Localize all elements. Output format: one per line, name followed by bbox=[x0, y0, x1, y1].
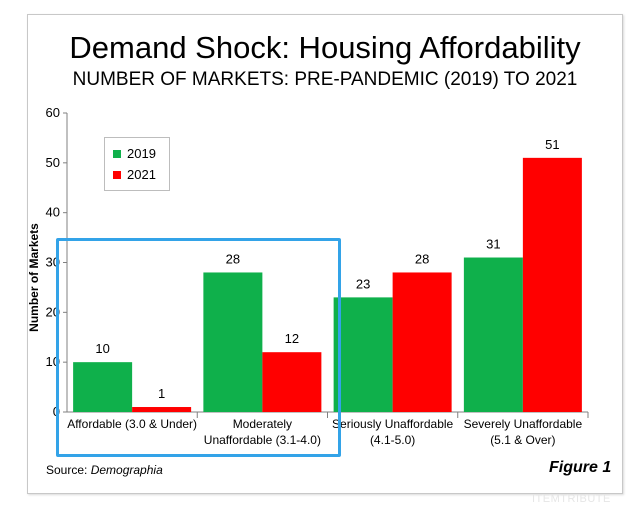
bar-2021-0 bbox=[132, 407, 192, 412]
bar-2019-3 bbox=[463, 257, 523, 412]
legend-item-2019: 2019 bbox=[113, 146, 156, 161]
y-axis-label: Number of Markets bbox=[27, 223, 41, 332]
x-tick-label: (4.1-5.0) bbox=[370, 433, 415, 447]
bar-2021-3 bbox=[522, 157, 582, 412]
watermark: ITEMTRIBUTE bbox=[532, 493, 611, 505]
legend-swatch-2019 bbox=[113, 149, 121, 158]
x-tick-label: Moderately bbox=[233, 417, 292, 431]
source-name: Demographia bbox=[90, 463, 163, 477]
y-tick-label: 60 bbox=[46, 105, 60, 120]
source-note: Source: Demographia bbox=[46, 463, 163, 477]
x-tick-label: Affordable (3.0 & Under) bbox=[67, 417, 197, 431]
x-tick-label: (5.1 & Over) bbox=[490, 433, 555, 447]
chart-legend: 2019 2021 bbox=[104, 137, 170, 191]
legend-item-2021: 2021 bbox=[113, 167, 156, 182]
figure-label: Figure 1 bbox=[549, 459, 612, 476]
data-label-2021-0: 1 bbox=[158, 386, 165, 401]
data-label-2019-0: 10 bbox=[95, 341, 109, 356]
legend-label-2019: 2019 bbox=[127, 146, 156, 161]
legend-swatch-2021 bbox=[113, 170, 121, 179]
chart-title: Demand Shock: Housing Affordability bbox=[69, 30, 581, 65]
source-prefix: Source: bbox=[46, 463, 91, 477]
x-tick-label: Unaffordable (3.1-4.0) bbox=[204, 433, 321, 447]
y-tick-label: 50 bbox=[46, 155, 60, 170]
data-label-2021-1: 12 bbox=[285, 331, 299, 346]
data-label-2019-2: 23 bbox=[356, 276, 370, 291]
highlight-box bbox=[56, 238, 341, 457]
x-tick-label: Severely Unaffordable bbox=[464, 417, 583, 431]
chart-subtitle: NUMBER OF MARKETS: PRE-PANDEMIC (2019) T… bbox=[72, 69, 578, 90]
x-tick-label: Seriously Unaffordable bbox=[332, 417, 454, 431]
data-label-2019-1: 28 bbox=[226, 251, 240, 266]
data-label-2019-3: 31 bbox=[486, 237, 500, 252]
data-label-2021-3: 51 bbox=[545, 137, 559, 152]
data-label-2021-2: 28 bbox=[415, 251, 429, 266]
bar-2019-2 bbox=[333, 297, 393, 412]
legend-label-2021: 2021 bbox=[127, 167, 156, 182]
y-tick-label: 40 bbox=[46, 205, 60, 220]
bar-2019-1 bbox=[203, 272, 263, 412]
bar-2019-0 bbox=[73, 362, 133, 412]
bar-2021-1 bbox=[262, 352, 322, 412]
bar-2021-2 bbox=[392, 272, 452, 412]
